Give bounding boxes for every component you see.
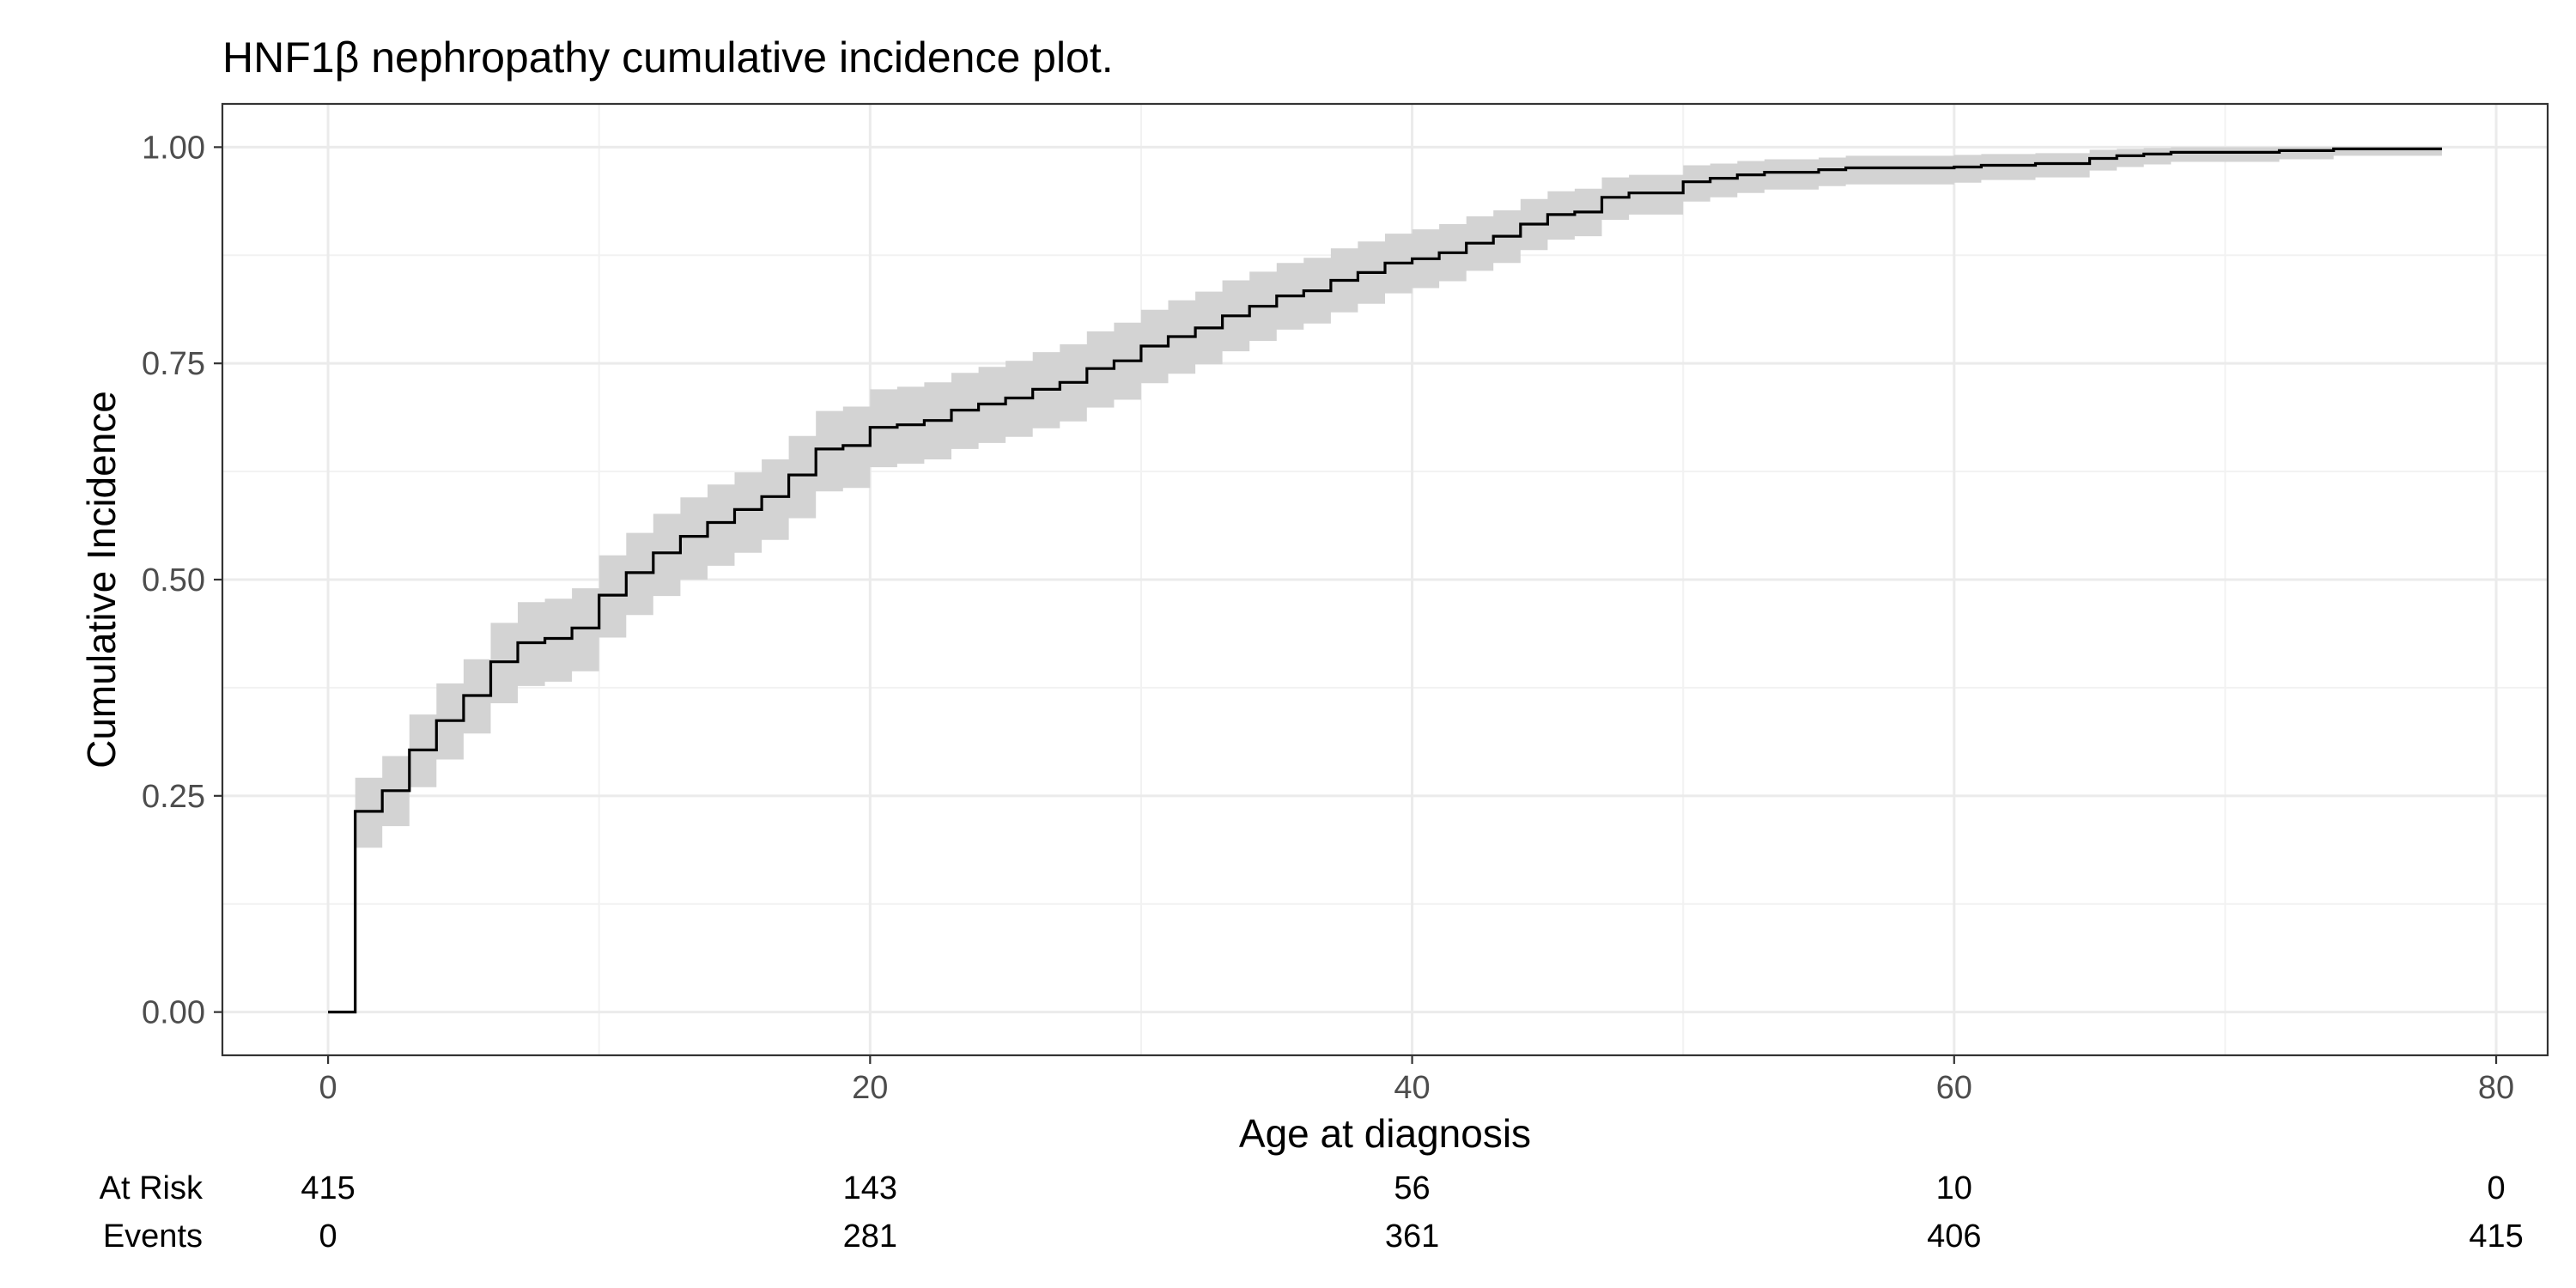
cumulative-incidence-line — [328, 147, 2442, 1014]
y-tick-label: 0.50 — [142, 562, 205, 598]
y-tick-label: 0.25 — [142, 779, 205, 815]
risk-row-label: Events — [103, 1218, 203, 1255]
x-axis: 0 20 40 60 80 Age at diagnosis — [319, 1055, 2514, 1156]
risk-value: 415 — [301, 1170, 355, 1206]
plot-panel — [221, 102, 2549, 1057]
y-tick-label: 0.00 — [142, 995, 205, 1031]
risk-value: 10 — [1936, 1170, 1972, 1206]
risk-row-label: At Risk — [100, 1170, 204, 1206]
x-tick-label: 20 — [852, 1070, 888, 1106]
y-tick-label: 1.00 — [142, 130, 205, 166]
x-tick-label: 80 — [2478, 1070, 2514, 1106]
x-tick-label: 0 — [319, 1070, 337, 1106]
y-axis-title: Cumulative Incidence — [79, 391, 124, 769]
risk-value: 143 — [843, 1170, 897, 1206]
risk-value: 361 — [1385, 1218, 1439, 1255]
x-axis-title: Age at diagnosis — [1239, 1111, 1531, 1156]
risk-value: 0 — [319, 1218, 337, 1255]
y-axis: 0.00 0.25 0.50 0.75 1.00 Cumulative Incidenc… — [79, 130, 222, 1031]
x-tick-label: 40 — [1394, 1070, 1430, 1106]
risk-value: 415 — [2469, 1218, 2523, 1255]
risk-value: 0 — [2487, 1170, 2505, 1206]
x-tick-label: 60 — [1936, 1070, 1972, 1106]
x-ticks: 0 20 40 60 80 — [319, 1055, 2514, 1106]
risk-table: At Risk 415 143 56 10 0 Events 0 281 361 406 415 — [100, 1170, 2524, 1255]
risk-value: 406 — [1927, 1218, 1981, 1255]
chart-title: HNF1β nephropathy cumulative incidence p… — [222, 33, 1114, 82]
risk-value: 281 — [843, 1218, 897, 1255]
y-ticks: 0.00 0.25 0.50 0.75 1.00 — [142, 130, 222, 1031]
y-tick-label: 0.75 — [142, 346, 205, 382]
risk-value: 56 — [1394, 1170, 1430, 1206]
